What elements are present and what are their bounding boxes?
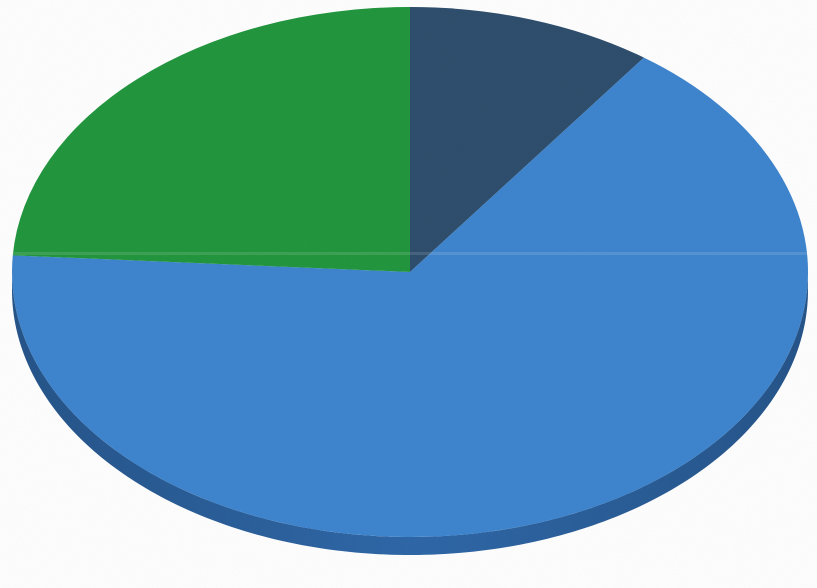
scan-texture [0, 0, 817, 588]
pie-chart [0, 0, 817, 588]
pie-chart-svg [0, 0, 817, 588]
